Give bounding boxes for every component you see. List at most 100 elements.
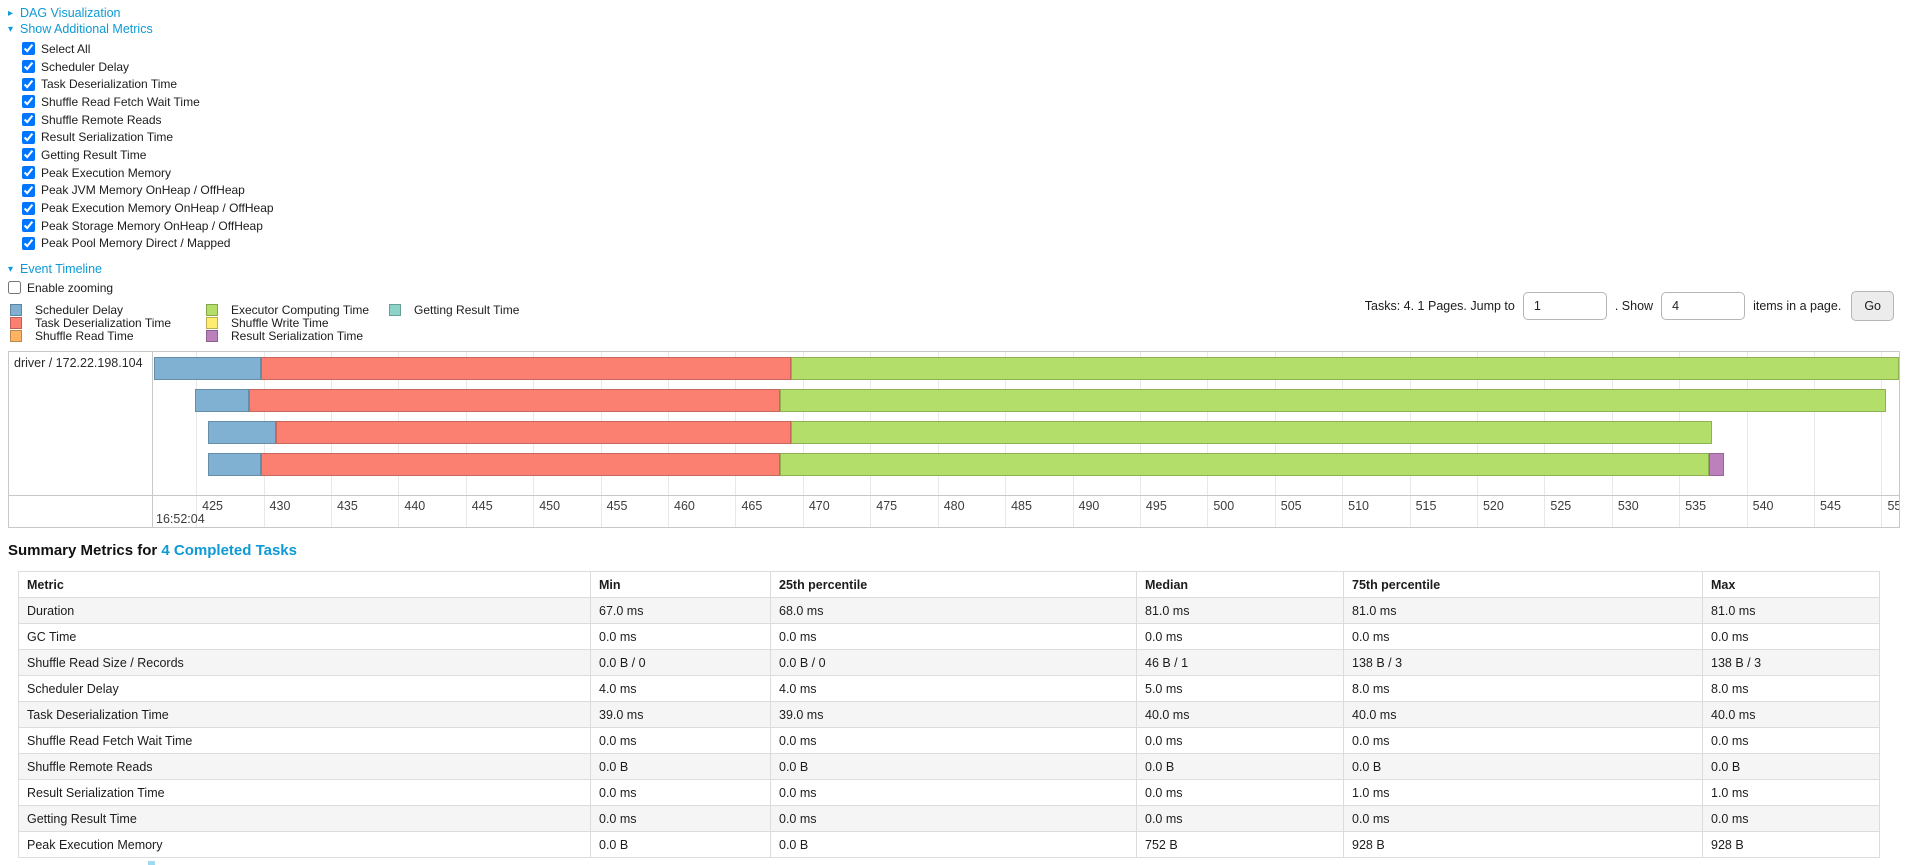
task-bar-segment-scheduler_delay[interactable] [194, 389, 249, 412]
table-cell: 40.0 ms [1702, 701, 1880, 728]
legend-label: Getting Result Time [414, 302, 520, 317]
completed-tasks-link[interactable]: 4 Completed Tasks [161, 542, 297, 559]
metric-checkbox[interactable] [22, 95, 35, 109]
task-bar-segment-task_deserialization[interactable] [260, 453, 780, 476]
metric-checkbox[interactable] [22, 77, 35, 91]
task-bar-segment-executor_computing[interactable] [790, 357, 1899, 380]
axis-tick-label: 530 [1617, 499, 1639, 513]
table-header-cell: 25th percentile [770, 571, 1137, 598]
dag-visualization-toggle[interactable]: ▸ DAG Visualization [8, 6, 121, 20]
metric-checkbox[interactable] [22, 148, 35, 162]
table-cell: 5.0 ms [1136, 675, 1344, 702]
items-per-page-input[interactable] [1661, 292, 1746, 320]
metric-checkbox[interactable] [22, 183, 35, 197]
summary-metrics-title: Summary Metrics for 4 Completed Tasks [8, 542, 297, 559]
task-bar-segment-executor_computing[interactable] [779, 389, 1886, 412]
executor-label: driver / 172.22.198.104 [14, 356, 143, 370]
table-row: Shuffle Read Fetch Wait Time 0.0 ms 0.0 ms… [18, 727, 1880, 754]
metric-checkbox-item: Shuffle Read Fetch Wait Time [22, 93, 274, 111]
axis-tick-label: 440 [404, 499, 426, 513]
axis-tick-label: 465 [741, 499, 763, 513]
table-header-cell: Min [590, 571, 771, 598]
axis-tick-label: 480 [943, 499, 965, 513]
task-bar-segment-result_serialization[interactable] [1708, 453, 1724, 476]
metric-checkbox-label: Getting Result Time [41, 147, 147, 162]
summary-metrics-table: Metric Min 25th percentile Median 75th perce… [18, 571, 1880, 858]
pagination-prefix: Tasks: 4. 1 Pages. Jump to [1364, 299, 1515, 313]
jump-to-page-input[interactable] [1522, 292, 1607, 320]
table-cell: Scheduler Delay [18, 675, 591, 702]
table-cell: 81.0 ms [1702, 597, 1880, 624]
legend-label: Executor Computing Time [231, 302, 370, 317]
table-cell: 928 B [1702, 831, 1880, 858]
table-cell: 81.0 ms [1136, 597, 1344, 624]
task-bar-segment-executor_computing[interactable] [779, 453, 1709, 476]
show-additional-metrics-toggle[interactable]: ▾ Show Additional Metrics [8, 22, 153, 36]
metric-checkbox-label: Peak Storage Memory OnHeap / OffHeap [41, 218, 263, 233]
table-cell: 46 B / 1 [1136, 649, 1344, 676]
task-bar-segment-task_deserialization[interactable] [275, 421, 791, 444]
pagination-mid: . Show [1614, 299, 1654, 313]
metric-checkbox-item: Task Deserialization Time [22, 75, 274, 93]
table-cell: 928 B [1343, 831, 1703, 858]
table-cell: 0.0 B [590, 831, 771, 858]
table-cell: Task Deserialization Time [18, 701, 591, 728]
table-cell: 40.0 ms [1136, 701, 1344, 728]
table-cell: 0.0 ms [1702, 805, 1880, 832]
summary-title-prefix: Summary Metrics for [8, 542, 158, 559]
go-button[interactable]: Go [1851, 291, 1894, 321]
task-bar-segment-scheduler_delay[interactable] [208, 453, 261, 476]
axis-gridline [1881, 352, 1883, 527]
clipped-content-fragment [148, 861, 155, 865]
table-cell: 0.0 B / 0 [770, 649, 1137, 676]
metric-checkbox[interactable] [22, 166, 35, 180]
task-bar-segment-scheduler_delay[interactable] [154, 357, 261, 380]
metric-checkbox[interactable] [22, 219, 35, 233]
enable-zooming-row: Enable zooming [8, 279, 113, 297]
legend-item: Executor Computing Time [206, 302, 389, 317]
metric-checkbox[interactable] [22, 113, 35, 127]
pagination-suffix: items in a page. [1753, 299, 1842, 313]
table-cell: 39.0 ms [770, 701, 1137, 728]
table-row: Peak Execution Memory 0.0 B 0.0 B 752 B 928 … [18, 831, 1880, 858]
axis-tick-label: 495 [1145, 499, 1167, 513]
metric-checkbox[interactable] [22, 130, 35, 144]
event-timeline-toggle[interactable]: ▾ Event Timeline [8, 262, 102, 276]
metric-checkbox[interactable] [22, 236, 35, 250]
table-row: Shuffle Remote Reads 0.0 B 0.0 B 0.0 B 0.0 B… [18, 753, 1880, 780]
table-cell: 4.0 ms [590, 675, 771, 702]
axis-tick-label: 445 [471, 499, 493, 513]
table-cell: 0.0 ms [590, 805, 771, 832]
metric-checkbox[interactable] [22, 201, 35, 215]
dag-visualization-label: DAG Visualization [20, 6, 121, 20]
metric-checkbox-item: Select All [22, 40, 274, 58]
table-cell: 0.0 B [1343, 753, 1703, 780]
axis-time-label: 16:52:04 [156, 512, 205, 526]
metric-checkbox-label: Peak Pool Memory Direct / Mapped [41, 236, 231, 251]
axis-tick-label: 435 [336, 499, 358, 513]
task-bar-segment-scheduler_delay[interactable] [208, 421, 276, 444]
legend-label: Result Serialization Time [231, 329, 364, 344]
metric-checkbox[interactable] [22, 60, 35, 74]
executor-label-column: driver / 172.22.198.104 [9, 352, 153, 527]
legend-column: Getting Result Time [389, 302, 520, 317]
metric-checkbox-label: Peak Execution Memory [41, 165, 172, 180]
axis-tick-label: 525 [1550, 499, 1572, 513]
task-bar-segment-task_deserialization[interactable] [260, 357, 791, 380]
axis-gridline [1746, 352, 1748, 527]
task-bar-segment-task_deserialization[interactable] [248, 389, 780, 412]
axis-tick-label: 430 [269, 499, 291, 513]
metric-checkbox[interactable] [22, 42, 35, 56]
legend-color-swatch [389, 303, 401, 316]
metric-checkbox-item: Scheduler Delay [22, 58, 274, 76]
table-cell: Shuffle Read Fetch Wait Time [18, 727, 591, 754]
event-timeline-chart: driver / 172.22.198.104 425 430 435 440 445 4… [8, 351, 1900, 528]
table-cell: 68.0 ms [770, 597, 1137, 624]
task-bar-segment-executor_computing[interactable] [790, 421, 1712, 444]
table-cell: 0.0 ms [1136, 727, 1344, 754]
enable-zooming-checkbox[interactable] [8, 281, 21, 295]
table-cell: 0.0 ms [770, 623, 1137, 650]
table-cell: 0.0 ms [1136, 623, 1344, 650]
table-cell: 138 B / 3 [1343, 649, 1703, 676]
table-cell: Duration [18, 597, 591, 624]
